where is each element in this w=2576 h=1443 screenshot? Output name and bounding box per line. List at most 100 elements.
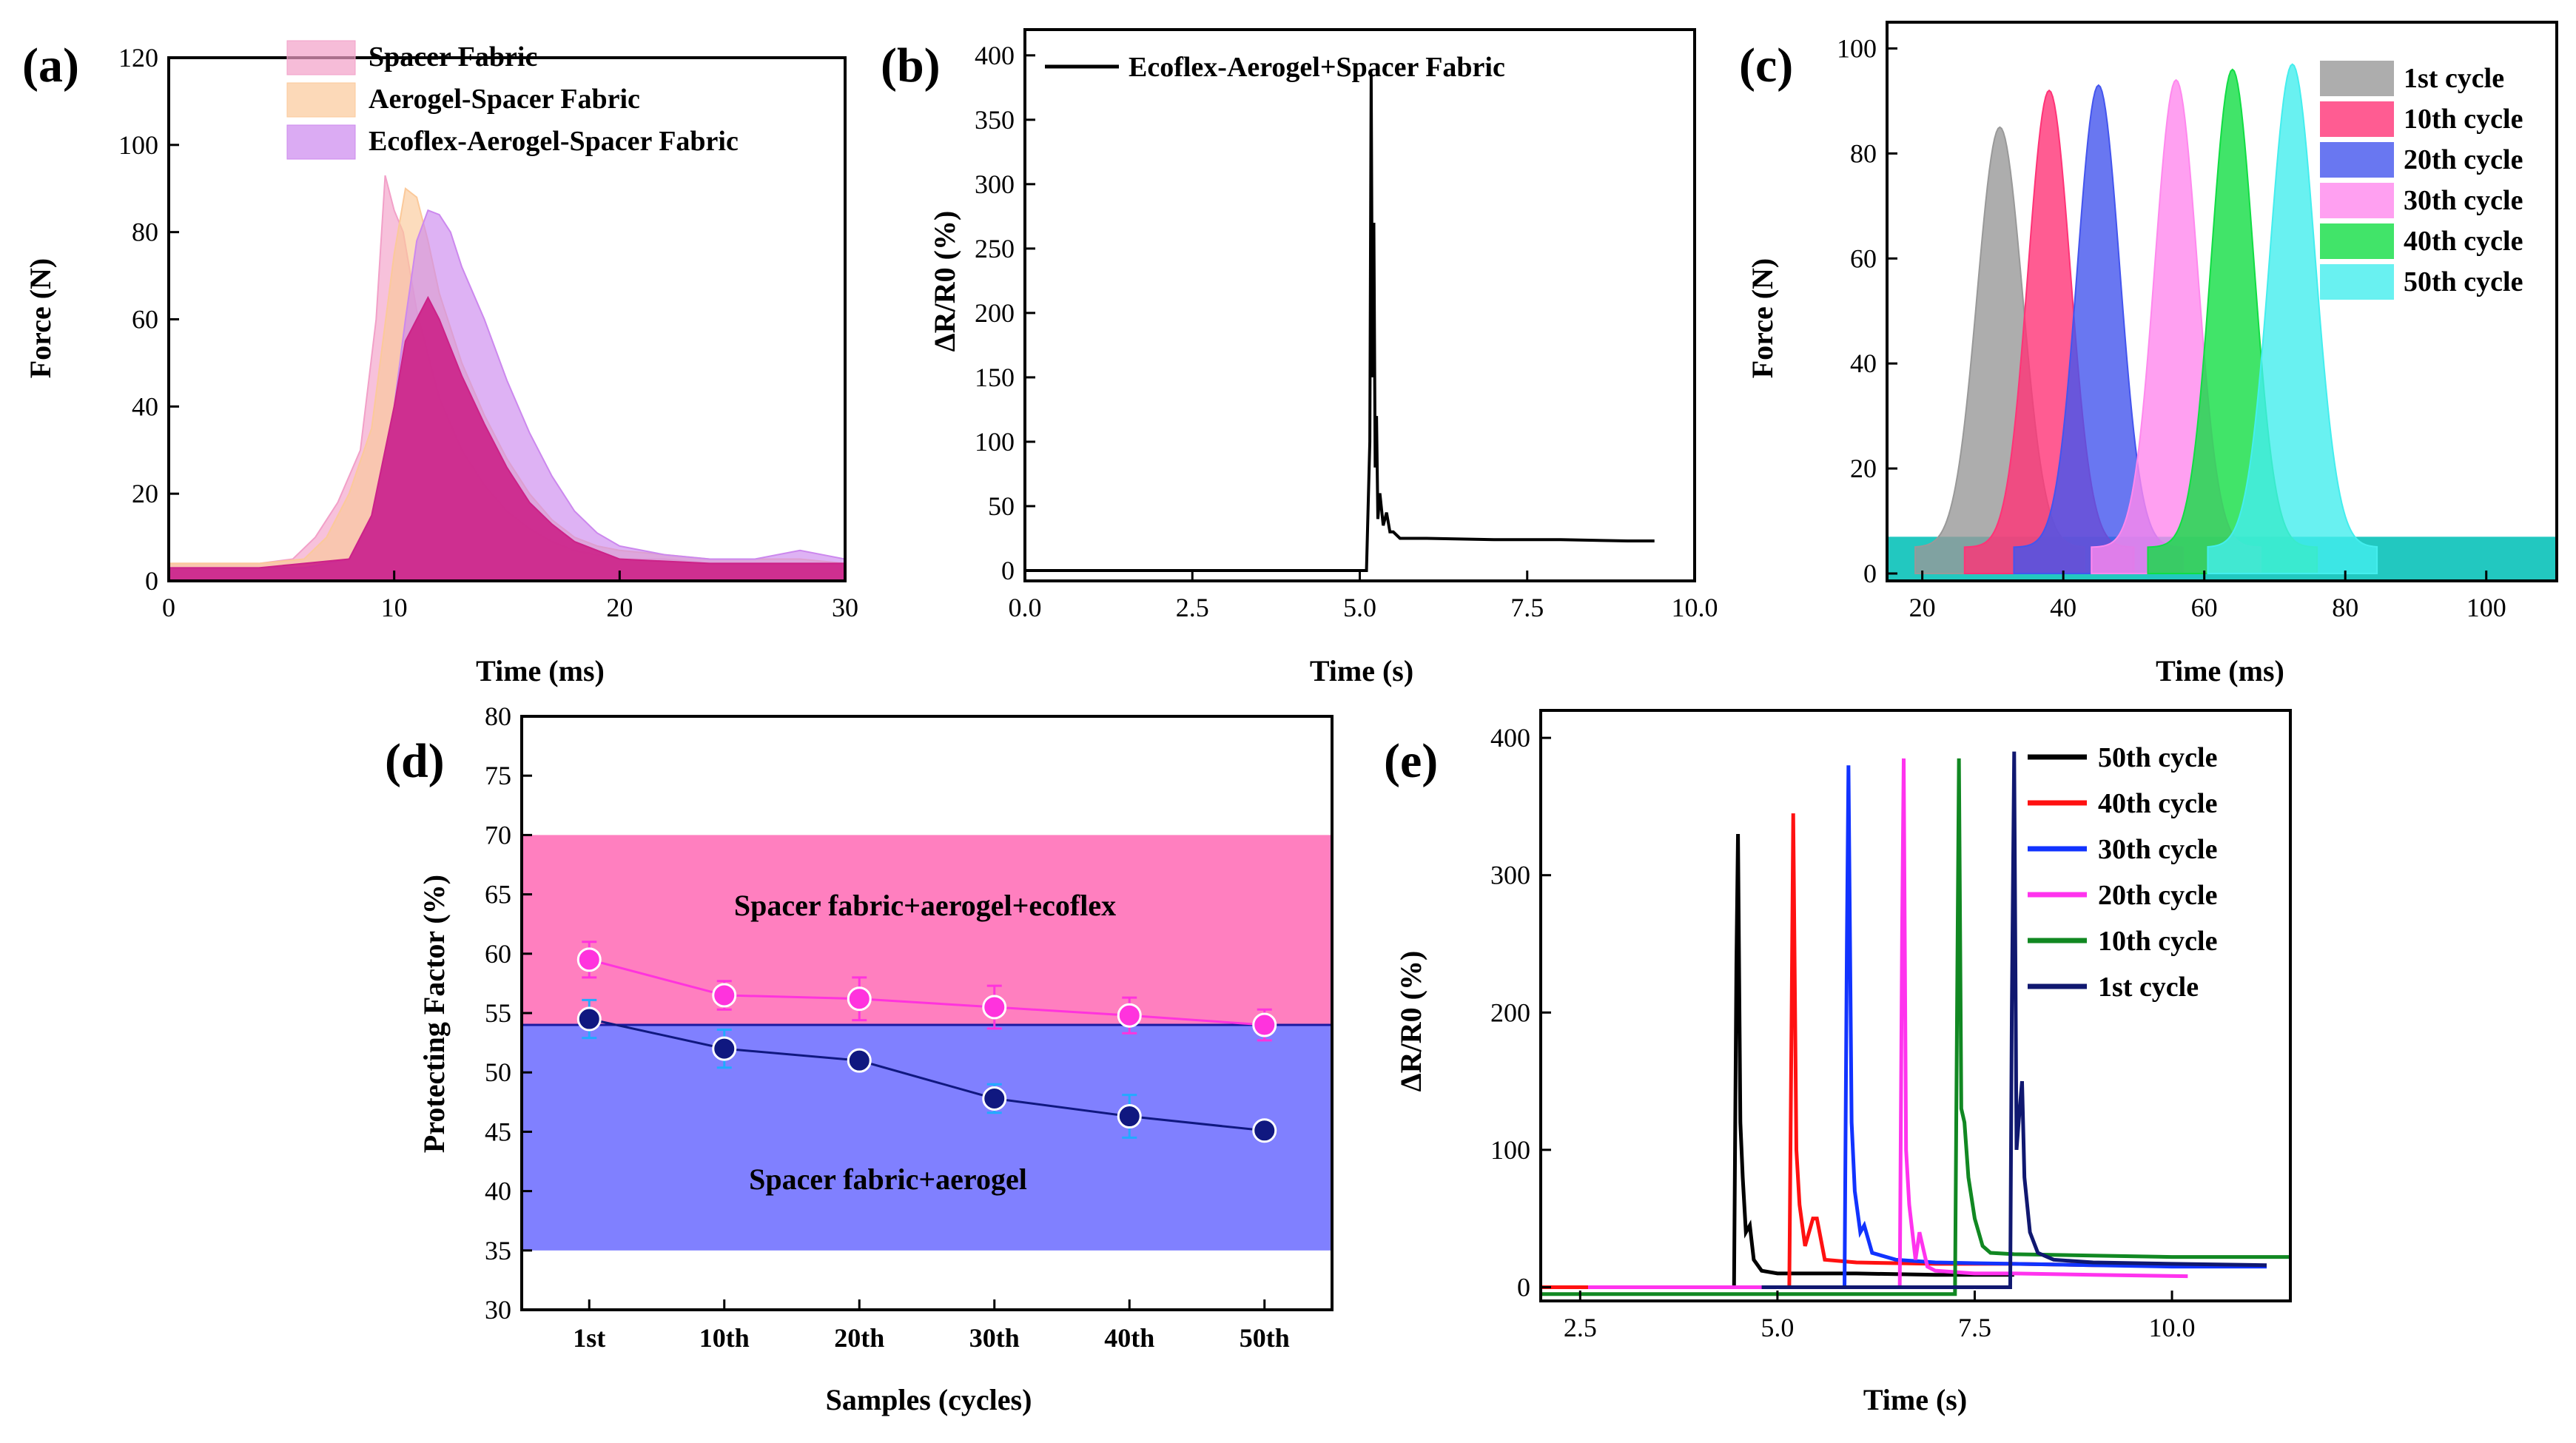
panel-label: (c) [1739, 38, 1793, 92]
y-tick-label: 60 [132, 305, 158, 334]
y-tick-label: 40 [485, 1177, 511, 1206]
x-tick-label: 5.0 [1761, 1313, 1794, 1342]
x-tick-label: 50th [1240, 1323, 1290, 1353]
y-tick-label: 350 [975, 105, 1015, 135]
y-axis-title: ΔR/R0 (%) [1394, 951, 1427, 1092]
legend-label: 1st cycle [2404, 63, 2504, 94]
legend-label: 30th cycle [2404, 185, 2523, 216]
y-tick-label: 50 [485, 1057, 511, 1087]
x-tick-label: 7.5 [1958, 1313, 1991, 1342]
y-tick-label: 100 [1490, 1135, 1530, 1165]
y-tick-label: 100 [975, 427, 1015, 457]
chart-d: Spacer fabric+aerogel+ecoflex Spacer fabr… [385, 702, 1334, 1416]
y-tick-label: 40 [1850, 349, 1877, 378]
y-tick-label: 45 [485, 1117, 511, 1146]
legend-label: 30th cycle [2098, 834, 2217, 865]
data-point [576, 947, 602, 972]
legend-label: 20th cycle [2404, 144, 2523, 175]
x-tick-label: 20 [1909, 593, 1936, 622]
x-axis-title: Time (ms) [2156, 654, 2284, 687]
legend-label: 40th cycle [2098, 788, 2217, 819]
y-tick-label: 120 [118, 43, 158, 73]
legend-label: 10th cycle [2098, 926, 2217, 957]
shaded-band [522, 835, 1332, 1026]
y-tick-label: 20 [132, 479, 158, 508]
y-tick-label: 300 [1490, 861, 1530, 890]
legend-swatch [2320, 223, 2394, 259]
peak-series [2207, 63, 2378, 574]
line-series [588, 958, 1265, 1026]
x-tick-label: 0.0 [1009, 593, 1042, 622]
y-tick-label: 35 [485, 1236, 511, 1265]
y-tick-label: 20 [1850, 454, 1877, 483]
chart-e: 2.5 5.0 7.5 10.0 0 100 200 300 400 Time (s) ΔR/R0 … [1384, 709, 2292, 1416]
y-tick-label: 65 [485, 880, 511, 909]
y-tick-label: 80 [1850, 138, 1877, 168]
legend-label: Spacer Fabric [369, 41, 537, 73]
y-tick-label: 150 [975, 363, 1015, 392]
legend-swatch [2320, 264, 2394, 300]
y-axis-title: ΔR/R0 (%) [928, 211, 961, 352]
data-point [1252, 1118, 1277, 1143]
plot-frame [1023, 28, 1696, 582]
line-series [1541, 758, 2290, 1296]
data-point [982, 995, 1007, 1020]
y-tick-label: 40 [132, 391, 158, 421]
chart-c: 20 40 60 80 100 0 20 40 60 80 100 Time (ms) Force (N… [1739, 21, 2558, 687]
x-axis-title: Time (s) [1863, 1383, 1967, 1416]
y-tick-label: 80 [485, 702, 511, 731]
y-tick-label: 60 [485, 939, 511, 969]
x-tick-label: 100 [2466, 593, 2506, 622]
legend-label: Aerogel-Spacer Fabric [369, 84, 640, 115]
legend-swatch [2320, 101, 2394, 137]
line-series [1587, 765, 2267, 1289]
y-tick-label: 400 [975, 41, 1015, 70]
legend-swatch [286, 82, 356, 118]
plot-frame [1886, 21, 2558, 582]
y-axis-title: Protecting Factor (%) [417, 875, 451, 1153]
data-point [712, 1036, 737, 1061]
x-tick-label: 7.5 [1510, 593, 1544, 622]
panel-label: (b) [881, 38, 941, 92]
data-point [1117, 1104, 1142, 1129]
shaded-band [522, 1025, 1332, 1251]
data-point [847, 986, 872, 1012]
band-label: Spacer fabric+aerogel [749, 1163, 1027, 1196]
panel-label: (d) [385, 734, 445, 788]
y-tick-label: 60 [1850, 243, 1877, 273]
y-tick-label: 200 [975, 298, 1015, 328]
data-point [1252, 1012, 1277, 1037]
y-tick-label: 100 [1837, 33, 1877, 63]
line-series [1541, 833, 2014, 1289]
data-point [576, 1006, 602, 1032]
x-tick-label: 20th [834, 1323, 884, 1353]
y-tick-label: 200 [1490, 998, 1530, 1027]
legend-label: 50th cycle [2404, 266, 2523, 297]
x-tick-label: 20 [606, 593, 633, 622]
x-tick-label: 2.5 [1176, 593, 1209, 622]
chart-b: Ecoflex-Aerogel+Spacer Fabric 0.0 2.5 5.0 7.… [881, 28, 1718, 687]
y-tick-label: 400 [1490, 723, 1530, 753]
y-tick-label: 75 [485, 761, 511, 790]
x-tick-label: 10 [381, 593, 408, 622]
y-tick-label: 30 [485, 1295, 511, 1325]
line-series [1761, 751, 2267, 1289]
legend-label: 20th cycle [2098, 880, 2217, 911]
legend-label: 1st cycle [2098, 972, 2199, 1003]
legend-swatch [2320, 61, 2394, 96]
legend-label: 50th cycle [2098, 742, 2217, 773]
y-tick-label: 300 [975, 169, 1015, 199]
y-tick-label: 55 [485, 998, 511, 1028]
legend-swatch [2320, 142, 2394, 178]
legend-swatch [286, 40, 356, 75]
x-tick-label: 1st [573, 1323, 605, 1353]
data-point [712, 983, 737, 1008]
y-tick-label: 0 [1517, 1272, 1530, 1302]
plot-frame [1539, 709, 2292, 1302]
legend-label: Ecoflex-Aerogel+Spacer Fabric [1129, 52, 1505, 83]
y-tick-label: 100 [118, 130, 158, 160]
legend-label: Ecoflex-Aerogel-Spacer Fabric [369, 126, 739, 157]
data-point [847, 1048, 872, 1073]
x-tick-label: 5.0 [1343, 593, 1376, 622]
